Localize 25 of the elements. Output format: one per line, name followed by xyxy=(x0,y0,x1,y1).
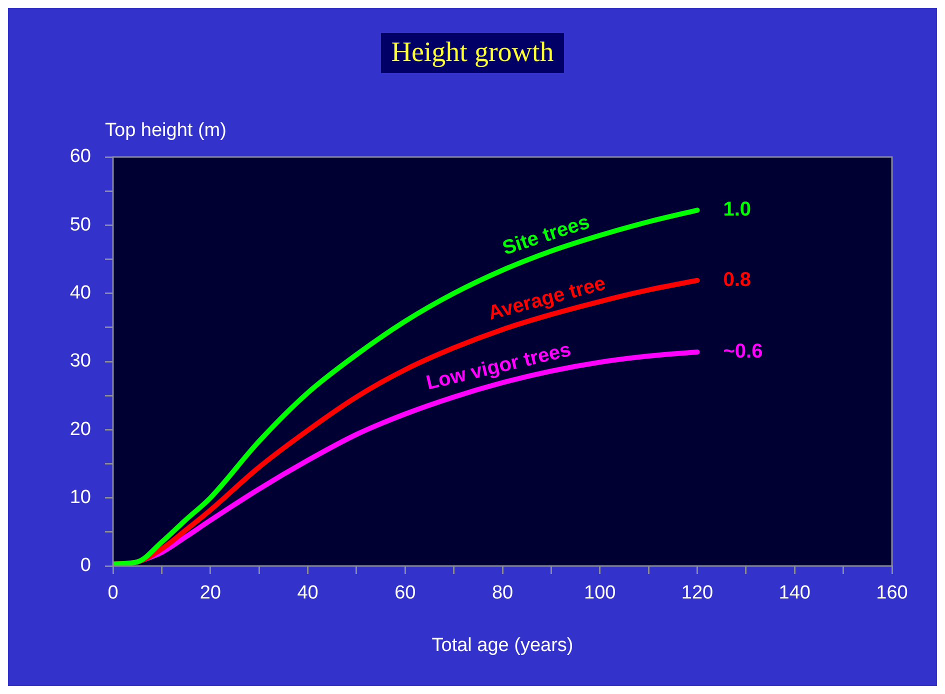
chart-title: Height growth xyxy=(381,33,564,73)
x-tick-label: 100 xyxy=(584,582,616,604)
y-tick-label: 60 xyxy=(70,146,91,168)
annotation: 0.8 xyxy=(723,268,752,291)
y-tick-label: 30 xyxy=(70,350,91,372)
y-axis-title: Top height (m) xyxy=(105,120,226,142)
y-tick-label: 40 xyxy=(70,282,91,304)
x-tick-label: 80 xyxy=(492,582,514,604)
text: Site trees xyxy=(500,211,592,260)
y-tick-label: 0 xyxy=(80,555,91,576)
annotation: 1.0 xyxy=(723,198,752,221)
x-tick-label: 20 xyxy=(200,582,221,604)
x-axis-title: Total age (years) xyxy=(432,634,574,656)
x-tick-label: 120 xyxy=(681,582,714,604)
y-tick-label: 10 xyxy=(70,487,91,508)
x-tick-label: 0 xyxy=(108,582,118,604)
x-tick-label: 140 xyxy=(778,582,810,604)
x-tick-label: 160 xyxy=(876,582,908,604)
text: Low vigor trees xyxy=(424,338,574,394)
annotation: ~0.6 xyxy=(723,340,763,362)
text: Average tree xyxy=(486,272,608,325)
y-tick-label: 20 xyxy=(70,418,91,440)
y-tick-label: 50 xyxy=(70,214,91,236)
x-tick-label: 40 xyxy=(297,582,318,604)
x-tick-label: 60 xyxy=(394,582,416,604)
